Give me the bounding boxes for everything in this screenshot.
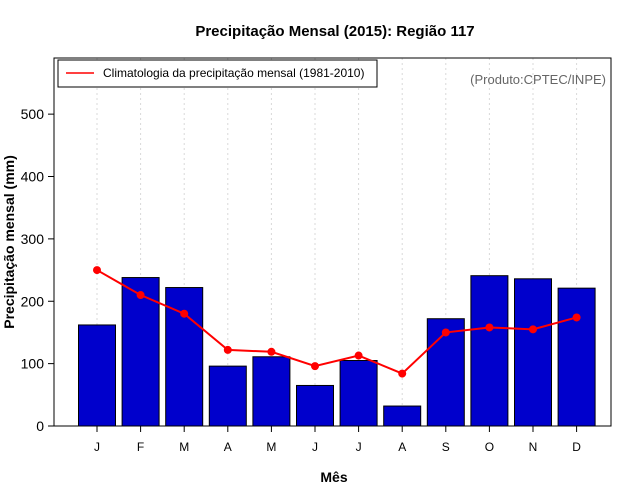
climatology-point-3	[223, 345, 232, 354]
legend-entry-climatology: Climatologia da precipitação mensal (198…	[103, 66, 364, 80]
chart-title: Precipitação Mensal (2015): Região 117	[195, 23, 474, 40]
x-tick-label: D	[572, 440, 581, 454]
climatology-polyline	[96, 269, 577, 375]
y-tick-label: 100	[21, 356, 45, 372]
climatology-point-4	[267, 347, 276, 356]
plot-frame	[53, 57, 612, 427]
climatology-point-1	[136, 291, 145, 300]
x-tick-label: J	[312, 440, 318, 454]
bar-7	[383, 405, 422, 427]
bar-10	[514, 278, 552, 427]
y-axis-label: Precipitação mensal (mm)	[1, 155, 17, 329]
climatology-point-10	[529, 325, 537, 334]
bar-4	[252, 356, 291, 427]
climatology-point-5	[311, 362, 319, 371]
y-tick-label: 300	[21, 231, 45, 247]
bar-9	[470, 275, 509, 427]
bar-11	[557, 287, 596, 427]
x-axis-label: Mês	[320, 469, 347, 485]
x-tick-label: A	[398, 440, 406, 454]
bar-5	[296, 384, 334, 427]
y-tick-label: 500	[21, 106, 45, 122]
climatology-point-8	[441, 328, 450, 337]
x-tick-label: J	[94, 440, 100, 454]
y-tick-label: 0	[36, 418, 44, 434]
climatology-line	[93, 266, 581, 378]
climatology-point-11	[572, 313, 581, 322]
climatology-point-9	[485, 323, 494, 332]
bar-6	[339, 360, 378, 427]
climatology-point-6	[354, 351, 363, 360]
credit-annotation: (Produto:CPTEC/INPE)	[470, 72, 606, 87]
y-tick-label: 400	[21, 169, 45, 185]
x-tick-label: M	[266, 440, 276, 454]
bar-0	[78, 324, 116, 427]
x-tick-label: M	[179, 440, 189, 454]
climatology-point-2	[180, 309, 189, 318]
y-axis: 0 100 200 300 400 500	[21, 106, 54, 434]
x-tick-label: O	[485, 440, 494, 454]
bar-1	[121, 277, 160, 427]
x-tick-label: N	[529, 440, 538, 454]
x-tick-label: J	[356, 440, 362, 454]
x-tick-label: S	[442, 440, 450, 454]
x-tick-label: A	[224, 440, 232, 454]
bar-8	[426, 318, 465, 427]
climatology-point-7	[398, 369, 407, 378]
x-tick-label: F	[137, 440, 144, 454]
legend: Climatologia da precipitação mensal (198…	[57, 59, 378, 88]
climatology-point-0	[93, 266, 101, 275]
legend-box	[57, 59, 378, 88]
bars	[78, 275, 596, 427]
bar-3	[208, 365, 247, 427]
y-tick-label: 200	[21, 293, 45, 309]
